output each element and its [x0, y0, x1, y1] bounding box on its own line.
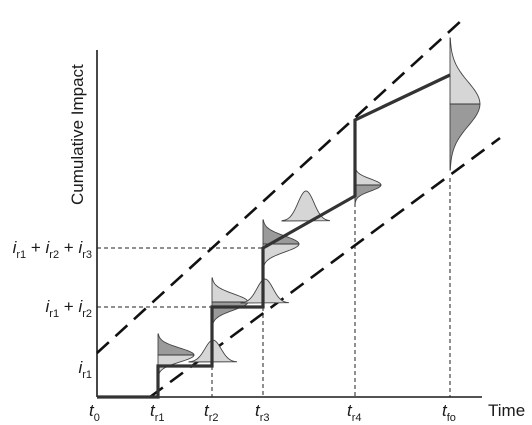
y-tick-labels: ir1​ ir1​ + ir2​ ir1​ + ir2​ + ir3​: [13, 238, 92, 381]
x-tick-label: tr1: [150, 401, 165, 424]
x-tick-label: tr2: [204, 401, 219, 424]
x-tick-labels: t0 tr1 tr2 tr3 tr4 tfo: [89, 401, 456, 424]
bound-line: [96, 19, 463, 354]
distribution-r2: [211, 277, 249, 327]
x-tick-label: tr3: [255, 401, 270, 424]
distribution-fo: [449, 37, 481, 171]
distribution-r3-top: [281, 190, 331, 222]
cumulative-step-path: [97, 73, 451, 399]
y-tick-label: ir1​ + ir2​ + ir3​: [13, 238, 92, 261]
bound-line: [149, 136, 501, 399]
x-tick-label: tr4: [347, 401, 362, 424]
x-tick-label: tfo: [442, 401, 456, 424]
guide-lines: [97, 178, 451, 397]
distribution-r3-bottom: [240, 278, 290, 304]
y-tick-label: ir1​: [78, 358, 92, 381]
y-axis-title: Cumulative Impact: [68, 64, 87, 205]
bound-lines: [96, 19, 501, 399]
x-tick-label: t0: [89, 401, 100, 424]
distributions: [157, 37, 481, 377]
distribution-r4: [354, 166, 382, 204]
distribution-r3: [262, 219, 300, 269]
y-tick-label: ir1​ + ir2​: [46, 297, 93, 320]
step-path-line: [97, 73, 451, 399]
x-axis-title: Time: [488, 401, 525, 420]
distribution-r1: [157, 333, 195, 377]
